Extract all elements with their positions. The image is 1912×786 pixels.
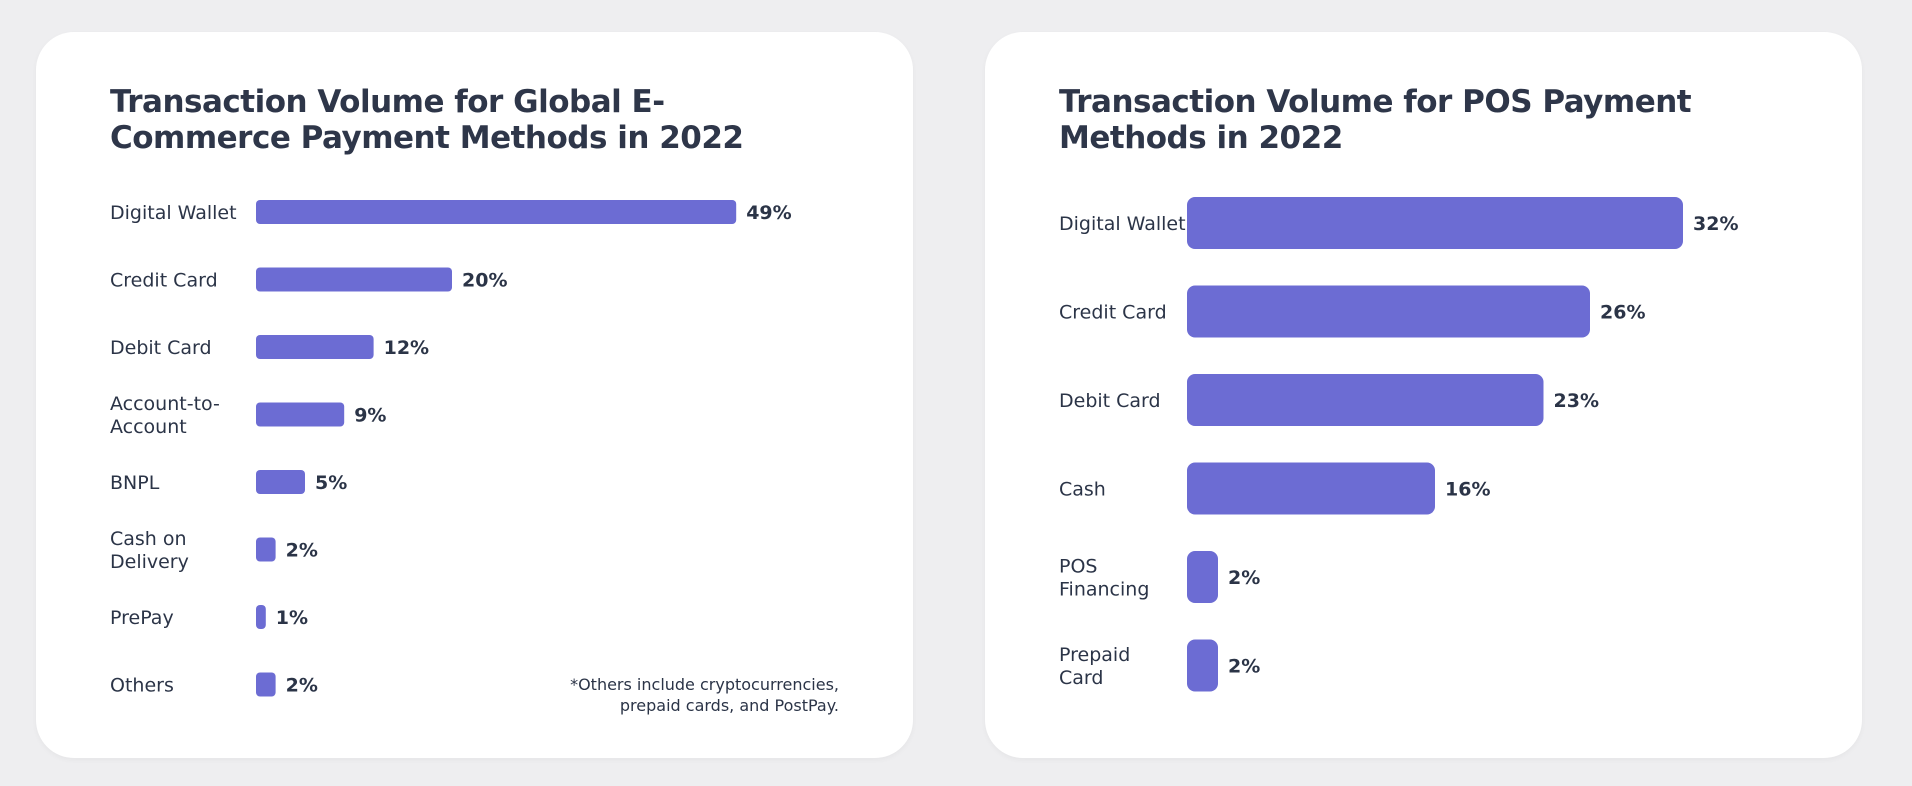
chart-footnote: *Others include cryptocurrencies, prepai…	[570, 675, 839, 715]
value-label: 26%	[1600, 302, 1645, 324]
category-label: Cash	[1059, 479, 1106, 501]
value-label: 12%	[384, 337, 429, 359]
category-label: Others	[110, 675, 174, 697]
bar	[1187, 639, 1218, 692]
bar	[256, 200, 737, 224]
value-label: 32%	[1693, 213, 1738, 235]
category-label: PrePay	[110, 607, 174, 629]
category-label: Cash on Delivery	[110, 528, 189, 573]
bar	[256, 672, 276, 697]
category-label: Prepaid Card	[1059, 644, 1130, 689]
bar	[1187, 551, 1218, 603]
value-label: 5%	[315, 472, 347, 494]
bar	[256, 605, 266, 629]
category-label: Credit Card	[1059, 302, 1167, 324]
bar	[256, 537, 276, 562]
chart-title: Transaction Volume for POS Payment Metho…	[1059, 84, 1692, 156]
value-label: 1%	[276, 607, 308, 629]
value-label: 2%	[286, 675, 318, 697]
bar	[1187, 374, 1544, 426]
pos-bar-chart: Digital Wallet 32% Credit Card 26% Debit Car…	[1059, 197, 1738, 692]
category-label: POS Financing	[1059, 556, 1149, 601]
value-label: 20%	[462, 270, 507, 292]
value-label: 49%	[746, 202, 791, 224]
ecommerce-bar-chart: Digital Wallet 49% Credit Card 20% Debit Car…	[110, 200, 792, 697]
ecommerce-chart-card: Transaction Volume for Global E-Commerce…	[36, 32, 913, 758]
category-label: Debit Card	[110, 337, 212, 359]
bar	[256, 335, 374, 359]
bar	[256, 402, 345, 427]
category-label: Digital Wallet	[110, 202, 237, 224]
value-label: 23%	[1554, 390, 1599, 412]
category-label: Credit Card	[110, 270, 218, 292]
value-label: 2%	[1228, 656, 1260, 678]
bar	[1187, 285, 1590, 338]
value-label: 16%	[1445, 479, 1490, 501]
category-label: Debit Card	[1059, 390, 1161, 412]
pos-chart-card: Transaction Volume for POS Payment Metho…	[985, 32, 1862, 758]
value-label: 2%	[1228, 567, 1260, 589]
chart-title: Transaction Volume for Global E-Commerce…	[110, 84, 744, 156]
value-label: 9%	[354, 405, 386, 427]
category-label: Account-to-Account	[110, 393, 220, 438]
bar	[1187, 462, 1435, 515]
bar	[256, 267, 452, 292]
category-label: Digital Wallet	[1059, 213, 1186, 235]
value-label: 2%	[286, 540, 318, 562]
bar	[256, 470, 305, 494]
bar	[1187, 197, 1683, 249]
category-label: BNPL	[110, 472, 160, 494]
